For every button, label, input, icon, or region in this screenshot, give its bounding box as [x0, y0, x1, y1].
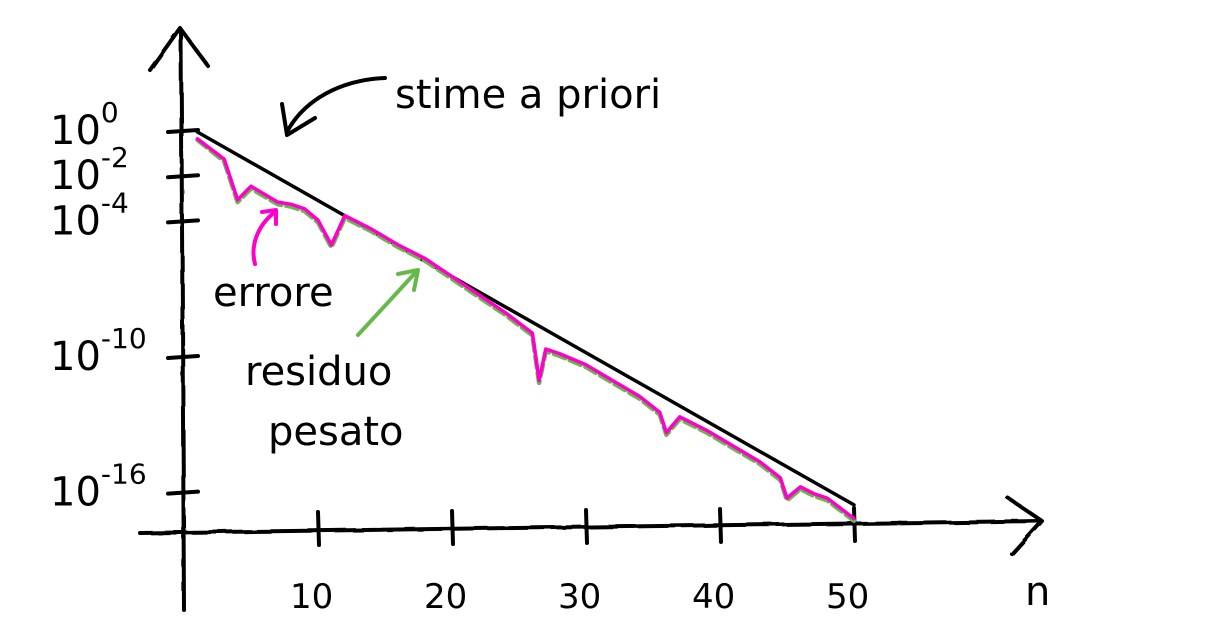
- x-tick-40: [718, 507, 723, 544]
- annotation-errore: errore: [213, 208, 334, 316]
- annotation-pesato-label: pesato: [268, 409, 404, 455]
- x-tick-label-40: 40: [692, 577, 735, 617]
- annotation-residuo-arrow: [356, 270, 418, 337]
- x-tick-label-10: 10: [290, 577, 333, 617]
- x-axis-label: n: [1025, 569, 1050, 615]
- y-tick-label--10: 10-10: [50, 322, 147, 380]
- annotation-residuo-arrowhead: [396, 268, 420, 292]
- annotation-stime-a-priori: stime a priori: [280, 72, 661, 137]
- annotation-stime-label: stime a priori: [395, 72, 661, 118]
- x-axis-arrowhead: [1006, 496, 1044, 556]
- series-residuo-pesato-line: [195, 137, 857, 523]
- annotation-stime-arrowhead: [280, 102, 317, 137]
- y-tick-0: [166, 128, 200, 134]
- x-tick-50: [852, 506, 857, 543]
- y-tick--10: [166, 354, 200, 360]
- ticks: [166, 128, 857, 547]
- y-tick-label--16: 10-16: [50, 458, 147, 516]
- annotation-stime-arrow: [286, 76, 387, 132]
- x-tick-20: [450, 509, 455, 546]
- y-tick-label--4: 10-4: [50, 186, 129, 244]
- annotation-residuo-pesato: residuo pesato: [245, 268, 420, 455]
- x-tick-label-30: 30: [558, 577, 601, 617]
- y-tick-label-0: 100: [50, 96, 119, 154]
- y-tick--2: [166, 173, 200, 180]
- annotation-errore-label: errore: [213, 270, 334, 316]
- y-tick--16: [166, 489, 200, 496]
- annotation-errore-arrow: [251, 210, 277, 266]
- y-tick-label--2: 10-2: [50, 141, 129, 199]
- x-tick-30: [584, 508, 589, 545]
- y-tick--4: [166, 218, 200, 225]
- series-errore-line: [195, 137, 856, 521]
- y-axis-arrowhead: [148, 26, 210, 72]
- x-tick-label-20: 20: [424, 577, 467, 617]
- x-tick-10: [316, 510, 321, 547]
- y-axis: [179, 28, 186, 612]
- annotation-errore-arrowhead: [260, 208, 278, 226]
- x-axis: [138, 519, 1042, 535]
- x-tick-label-50: 50: [826, 577, 869, 617]
- series-layer: [195, 130, 857, 523]
- annotation-residuo-label: residuo: [245, 349, 392, 395]
- axes: [138, 26, 1044, 612]
- series-stima-a-priori-line: [195, 130, 856, 507]
